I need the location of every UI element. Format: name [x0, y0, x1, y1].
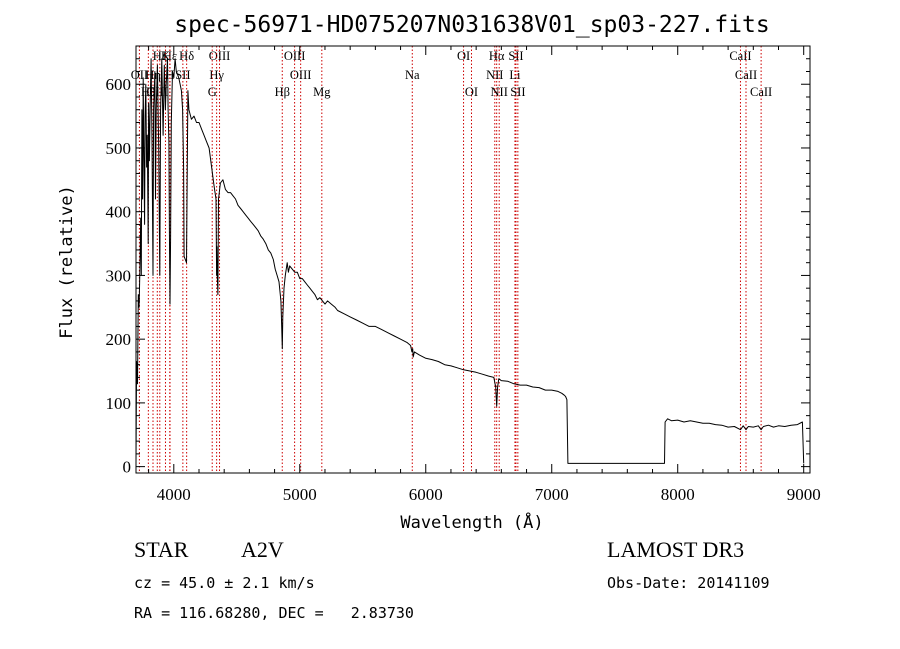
y-tick-label: 0 — [123, 458, 132, 477]
marker-label: Hγ — [209, 68, 224, 82]
spectrum-line — [135, 58, 805, 464]
marker-label: NII — [491, 85, 508, 99]
axis-ticks: 4000 5000 6000 7000 8000 9000 0 100 200 300 400 500… — [106, 46, 821, 504]
marker-label: NII — [486, 68, 503, 82]
marker-label: H — [165, 68, 174, 82]
chart-title: spec-56971-HD075207N031638V01_sp03-227.f… — [174, 12, 769, 38]
marker-label: Hα — [489, 49, 505, 63]
x-tick-label: 8000 — [661, 485, 695, 504]
marker-label: CaII — [729, 49, 751, 63]
redshift-velocity: cz = 45.0 ± 2.1 km/s — [134, 574, 315, 592]
marker-label: OIII — [290, 68, 312, 82]
marker-label: Hη — [145, 68, 161, 82]
coordinates: RA = 116.68280, DEC = 2.83730 — [134, 604, 414, 622]
marker-label: CaII — [750, 85, 772, 99]
observation-date: Obs-Date: 20141109 — [607, 574, 770, 592]
marker-label: Na — [405, 68, 420, 82]
x-tick-label: 7000 — [535, 485, 569, 504]
x-tick-label: 4000 — [157, 485, 191, 504]
spectrum-series — [135, 58, 805, 464]
marker-label: OI — [457, 49, 470, 63]
y-tick-label: 300 — [106, 266, 132, 285]
marker-label: K — [161, 49, 170, 63]
x-tick-label: 5000 — [283, 485, 317, 504]
marker-label: OII — [131, 68, 148, 82]
marker-label: SII — [508, 49, 523, 63]
y-tick-label: 100 — [106, 394, 132, 413]
marker-label: Hδ — [179, 49, 194, 63]
marker-label: Hθ — [141, 85, 156, 99]
y-tick-label: 500 — [106, 139, 132, 158]
marker-label: OI — [465, 85, 478, 99]
marker-label: Hβ — [275, 85, 290, 99]
y-tick-label: 400 — [106, 203, 132, 222]
marker-label: Hζ — [153, 49, 167, 63]
x-axis-label: Wavelength (Å) — [400, 511, 543, 533]
marker-label: G — [208, 85, 217, 99]
x-tick-label: 9000 — [787, 485, 821, 504]
marker-label: Li — [509, 68, 521, 82]
survey-name: LAMOST DR3 — [607, 537, 745, 562]
spectral-subclass: A2V — [241, 537, 284, 562]
x-tick-label: 6000 — [409, 485, 443, 504]
y-tick-label: 200 — [106, 330, 132, 349]
marker-label: SII — [510, 85, 525, 99]
marker-label: CaII — [735, 68, 757, 82]
y-axis-label: Flux (relative) — [57, 185, 77, 339]
plot-frame — [135, 45, 811, 474]
y-tick-label: 600 — [106, 75, 132, 94]
marker-label: OIII — [284, 49, 306, 63]
object-class: STAR — [134, 537, 189, 562]
marker-label: OIII — [209, 49, 231, 63]
marker-label: Mg — [313, 85, 331, 99]
